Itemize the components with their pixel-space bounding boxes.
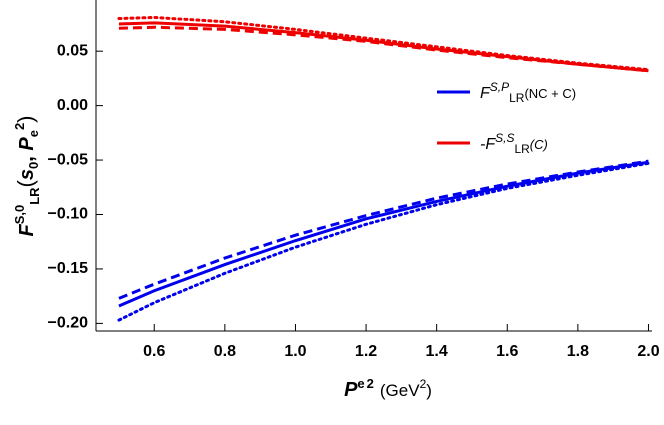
y-tick-label: 0.05 — [57, 42, 88, 59]
y-tick-label: −0.05 — [48, 151, 89, 168]
legend-label: -FS,SLR(C) — [480, 131, 548, 156]
legend: FS,PLR(NC + C) -FS,SLR(C) — [437, 80, 576, 156]
y-tick-label: −0.10 — [48, 206, 89, 223]
x-tick-label: 1.6 — [496, 343, 518, 360]
x-tick-label: 2.0 — [637, 343, 659, 360]
y-tick-label: 0.00 — [57, 97, 88, 114]
x-tick-label: 1.2 — [355, 343, 377, 360]
y-tick-label: −0.20 — [48, 315, 89, 332]
legend-label: FS,PLR(NC + C) — [480, 80, 576, 105]
y-axis-label: FS,0LR(s0, Pe2) — [12, 115, 42, 236]
x-tick-label: 1.4 — [426, 343, 448, 360]
x-tick-label: 0.8 — [214, 343, 236, 360]
x-tick-label: 1.0 — [284, 343, 306, 360]
series-line — [117, 161, 650, 322]
x-tick-label: 0.6 — [143, 343, 165, 360]
x-tick-label: 1.8 — [567, 343, 589, 360]
y-tick-label: −0.15 — [48, 260, 89, 277]
series-line — [118, 25, 649, 73]
series-line — [117, 15, 650, 72]
x-axis-label: Pe 2 (GeV2) — [344, 376, 432, 401]
series-line — [118, 159, 649, 300]
